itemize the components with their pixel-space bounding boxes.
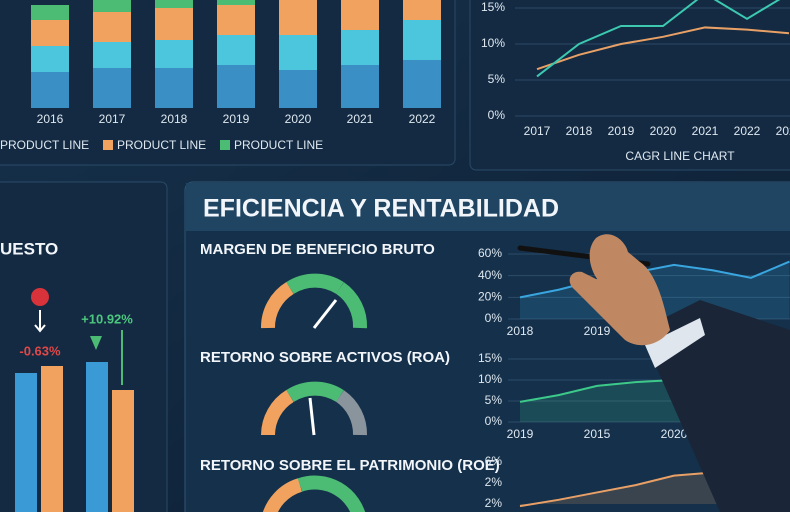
y-tick-label: 0% xyxy=(485,414,503,428)
x-tick-label: 2022 xyxy=(409,112,436,126)
x-tick-label: 2022 xyxy=(734,124,761,138)
bar-segment xyxy=(31,46,69,72)
x-tick-label: 2020 xyxy=(650,124,677,138)
x-tick-label: 2017 xyxy=(99,112,126,126)
x-tick-label: 2019 xyxy=(507,427,534,441)
y-tick-label: 15% xyxy=(478,351,502,365)
gauge xyxy=(261,273,368,512)
y-tick-label: 40% xyxy=(478,268,502,282)
bar-segment xyxy=(217,35,255,65)
y-tick-label: 20% xyxy=(478,290,502,304)
bar-segment xyxy=(31,72,69,108)
bar-segment xyxy=(93,0,131,12)
x-tick-label: 2015 xyxy=(584,427,611,441)
y-tick-label: 2% xyxy=(485,475,503,489)
bar xyxy=(112,390,134,512)
panel-title: EFICIENCIA Y RENTABILIDAD xyxy=(203,195,559,223)
y-tick-label: 2% xyxy=(485,496,503,510)
bar-segment xyxy=(341,65,379,108)
y-tick-label: 60% xyxy=(478,246,502,260)
x-tick-label: 2019 xyxy=(608,124,635,138)
bar-segment xyxy=(93,68,131,108)
line xyxy=(519,260,790,299)
bar-segment xyxy=(403,60,441,108)
x-axis-label: CAGR LINE CHART xyxy=(625,149,735,163)
bar-segment xyxy=(217,5,255,35)
y-tick-label: 10% xyxy=(481,36,505,50)
annotation: -0.63% xyxy=(19,343,61,358)
legend-marker xyxy=(220,140,230,150)
x-tick-label: 2019 xyxy=(223,112,250,126)
chart-title: MARGEN DE BENEFICIO BRUTO xyxy=(200,241,435,258)
bar-segment xyxy=(155,40,193,68)
bar-segment xyxy=(279,70,317,108)
x-tick-label: 2016 xyxy=(37,112,64,126)
x-tick-label: 2019 xyxy=(584,324,611,338)
y-tick-label: 5% xyxy=(485,393,503,407)
chart-title: RETORNO SOBRE EL PATRIMONIO (ROE) xyxy=(200,457,500,474)
x-tick-label: 2018 xyxy=(566,124,593,138)
y-tick-label: 15% xyxy=(481,0,505,14)
bar-segment xyxy=(341,30,379,65)
bar-segment xyxy=(155,8,193,40)
hand xyxy=(517,234,790,512)
bar-segment xyxy=(31,20,69,46)
legend-label: PRODUCT LINE xyxy=(234,138,323,152)
chart-title: RETORNO SOBRE ACTIVOS (ROA) xyxy=(200,349,450,366)
bar-segment xyxy=(155,0,193,8)
x-tick-label: 2018 xyxy=(161,112,188,126)
bar-segment xyxy=(217,0,255,5)
legend-label: PRODUCT LINE xyxy=(0,138,89,152)
bar xyxy=(86,362,108,512)
y-tick-label: 10% xyxy=(478,372,502,386)
x-tick-label: 2018 xyxy=(507,324,534,338)
bar-segment xyxy=(279,35,317,70)
x-tick-label: 2021 xyxy=(347,112,374,126)
line xyxy=(536,26,790,71)
chart-title: UESTO xyxy=(0,239,58,258)
bar-segment xyxy=(93,12,131,42)
panel xyxy=(469,0,790,171)
x-tick-label: 2020 xyxy=(661,427,688,441)
x-tick-label: 2023 xyxy=(776,124,790,138)
bar xyxy=(41,366,63,512)
x-tick-label: 2020 xyxy=(285,112,312,126)
legend-marker xyxy=(103,140,113,150)
x-tick-label: 2021 xyxy=(692,124,719,138)
line xyxy=(536,0,781,78)
bar-segment xyxy=(279,0,317,35)
bar-segment xyxy=(217,65,255,108)
y-tick-label: 6% xyxy=(485,454,503,468)
y-tick-label: 5% xyxy=(488,72,506,86)
bar-segment xyxy=(403,20,441,60)
legend-label: PRODUCT LINE xyxy=(117,138,206,152)
budget-markers xyxy=(31,288,123,385)
panel-header xyxy=(186,183,790,231)
bar-segment xyxy=(403,0,441,20)
bar-segment xyxy=(155,68,193,108)
bar xyxy=(15,373,37,512)
bar-segment xyxy=(31,5,69,20)
bar-segment xyxy=(93,42,131,68)
x-tick-label: 2017 xyxy=(524,124,551,138)
y-tick-label: 0% xyxy=(488,108,506,122)
bar-segment xyxy=(341,0,379,30)
y-tick-label: 0% xyxy=(485,311,503,325)
annotation: +10.92% xyxy=(81,311,133,326)
